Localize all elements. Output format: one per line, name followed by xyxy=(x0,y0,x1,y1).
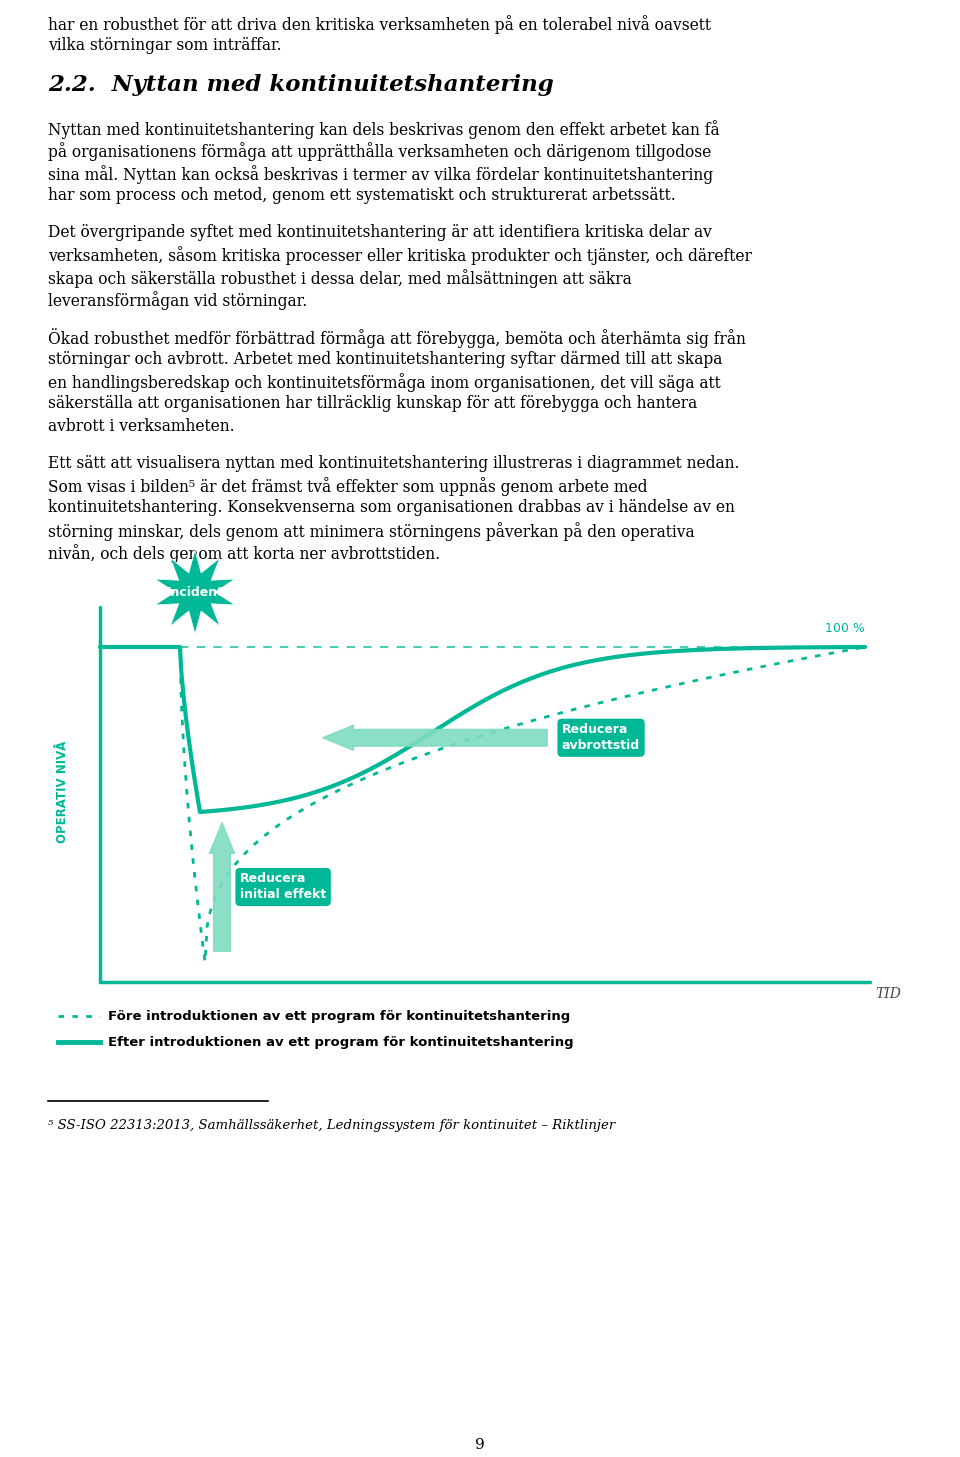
Text: skapa och säkerställa robusthet i dessa delar, med målsättningen att säkra: skapa och säkerställa robusthet i dessa … xyxy=(48,270,632,288)
Text: verksamheten, såsom kritiska processer eller kritiska produkter och tjänster, oc: verksamheten, såsom kritiska processer e… xyxy=(48,246,752,265)
Text: avbrott i verksamheten.: avbrott i verksamheten. xyxy=(48,418,234,436)
Text: kontinuitetshantering. Konsekvenserna som organisationen drabbas av i händelse a: kontinuitetshantering. Konsekvenserna so… xyxy=(48,500,734,516)
Text: Reducera
avbrottstid: Reducera avbrottstid xyxy=(562,723,640,752)
Text: har en robusthet för att driva den kritiska verksamheten på en tolerabel nivå oa: har en robusthet för att driva den kriti… xyxy=(48,15,711,34)
Text: leveransförmågan vid störningar.: leveransförmågan vid störningar. xyxy=(48,291,307,310)
Text: Som visas i bilden⁵ är det främst två effekter som uppnås genom arbete med: Som visas i bilden⁵ är det främst två ef… xyxy=(48,476,647,495)
Text: ⁵ SS-ISO 22313:2013, Samhällssäkerhet, Ledningssystem för kontinuitet – Riktlinj: ⁵ SS-ISO 22313:2013, Samhällssäkerhet, L… xyxy=(48,1119,615,1132)
Text: Det övergripande syftet med kontinuitetshantering är att identifiera kritiska de: Det övergripande syftet med kontinuitets… xyxy=(48,224,712,240)
Text: störning minskar, dels genom att minimera störningens påverkan på den operativa: störning minskar, dels genom att minimer… xyxy=(48,522,695,541)
Text: Ett sätt att visualisera nyttan med kontinuitetshantering illustreras i diagramm: Ett sätt att visualisera nyttan med kont… xyxy=(48,455,739,472)
Text: Nyttan med kontinuitetshantering kan dels beskrivas genom den effekt arbetet kan: Nyttan med kontinuitetshantering kan del… xyxy=(48,119,720,138)
FancyArrowPatch shape xyxy=(209,823,234,951)
Text: på organisationens förmåga att upprätthålla verksamheten och därigenom tillgodos: på organisationens förmåga att upprätthå… xyxy=(48,143,711,162)
Text: en handlingsberedskap och kontinuitetsförmåga inom organisationen, det vill säga: en handlingsberedskap och kontinuitetsfö… xyxy=(48,373,721,392)
Text: vilka störningar som inträffar.: vilka störningar som inträffar. xyxy=(48,38,281,54)
Text: Reducera
initial effekt: Reducera initial effekt xyxy=(240,873,326,902)
Text: Incident: Incident xyxy=(166,586,224,599)
Text: 100 %: 100 % xyxy=(826,622,865,635)
Text: Ökad robusthet medför förbättrad förmåga att förebygga, bemöta och återhämta sig: Ökad robusthet medför förbättrad förmåga… xyxy=(48,328,746,348)
Text: säkerställa att organisationen har tillräcklig kunskap för att förebygga och han: säkerställa att organisationen har tillr… xyxy=(48,395,697,412)
Text: TID: TID xyxy=(875,986,900,1001)
Text: 9: 9 xyxy=(475,1438,485,1453)
Text: har som process och metod, genom ett systematiskt och strukturerat arbetssätt.: har som process och metod, genom ett sys… xyxy=(48,188,676,204)
Text: nivån, och dels genom att korta ner avbrottstiden.: nivån, och dels genom att korta ner avbr… xyxy=(48,545,440,564)
FancyArrowPatch shape xyxy=(323,726,547,750)
Text: Före introduktionen av ett program för kontinuitetshantering: Före introduktionen av ett program för k… xyxy=(108,1010,570,1023)
Text: OPERATIV NIVÅ: OPERATIV NIVÅ xyxy=(56,740,68,844)
Text: Efter introduktionen av ett program för kontinuitetshantering: Efter introduktionen av ett program för … xyxy=(108,1036,574,1049)
Text: 2.2.  Nyttan med kontinuitetshantering: 2.2. Nyttan med kontinuitetshantering xyxy=(48,74,554,96)
Polygon shape xyxy=(156,549,235,634)
Text: störningar och avbrott. Arbetet med kontinuitetshantering syftar därmed till att: störningar och avbrott. Arbetet med kont… xyxy=(48,351,722,367)
Text: sina mål. Nyttan kan också beskrivas i termer av vilka fördelar kontinuitetshant: sina mål. Nyttan kan också beskrivas i t… xyxy=(48,165,713,184)
